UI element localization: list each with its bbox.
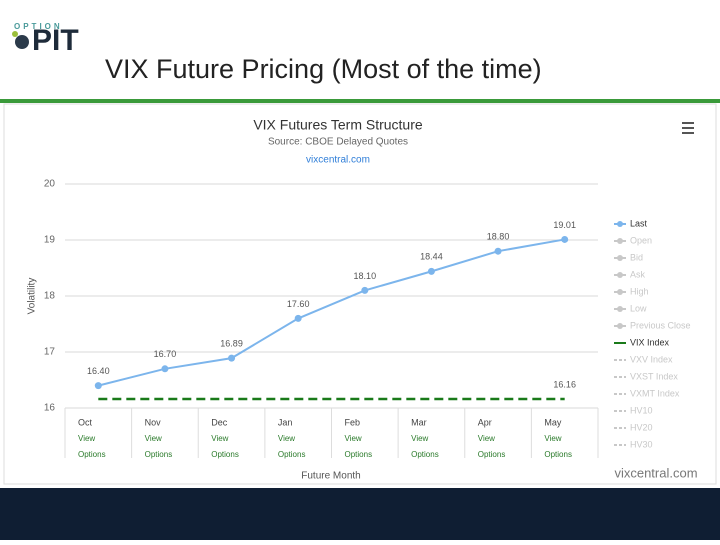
legend-label[interactable]: VIX Index	[630, 337, 670, 347]
x-tick-label: Mar	[411, 417, 427, 427]
legend-label[interactable]: Last	[630, 218, 648, 228]
data-label: 17.60	[287, 299, 310, 309]
data-label: 18.44	[420, 252, 443, 262]
data-label: 18.10	[354, 271, 377, 281]
series-line	[98, 238, 565, 387]
legend-marker	[617, 289, 623, 295]
view-options-link: Options	[544, 450, 572, 459]
view-options-link: Options	[278, 450, 306, 459]
y-axis-title: Volatility	[27, 278, 38, 315]
x-tick-label: Feb	[345, 417, 361, 427]
slide-title: VIX Future Pricing (Most of the time)	[105, 54, 542, 84]
view-options-link: View	[78, 434, 95, 443]
point	[561, 235, 569, 243]
legend-label[interactable]: VXV Index	[630, 354, 673, 364]
legend-label[interactable]: Low	[630, 303, 647, 313]
legend-label[interactable]: VXST Index	[630, 371, 678, 381]
view-options-link: View	[211, 434, 228, 443]
legend-label[interactable]: HV30	[630, 439, 653, 449]
view-options-link: Options	[345, 450, 373, 459]
data-label: 16.89	[220, 339, 243, 349]
point	[161, 365, 169, 373]
chart-panel	[3, 103, 717, 485]
data-label: 16.70	[154, 349, 177, 359]
legend-label[interactable]: HV10	[630, 405, 653, 415]
y-tick-label: 19	[44, 235, 56, 246]
legend-label[interactable]: Open	[630, 235, 652, 245]
logo-main: PIT	[32, 24, 79, 57]
point	[228, 354, 236, 362]
legend-label[interactable]: HV20	[630, 422, 653, 432]
point	[94, 382, 102, 390]
watermark: vixcentral.com	[614, 465, 697, 480]
view-options-link: View	[478, 434, 495, 443]
legend-label[interactable]: Previous Close	[630, 320, 691, 330]
view-options-link: Options	[78, 450, 106, 459]
legend-label[interactable]: VXMT Index	[630, 388, 680, 398]
y-tick-label: 17	[44, 347, 56, 358]
legend-marker	[617, 306, 623, 312]
x-tick-label: May	[544, 417, 562, 427]
legend-label[interactable]: Bid	[630, 252, 643, 262]
x-axis-title: Future Month	[301, 471, 360, 482]
logo-dot-accent	[12, 31, 18, 37]
x-tick-label: Oct	[78, 417, 93, 427]
point	[494, 247, 502, 255]
view-options-link: View	[345, 434, 362, 443]
logo-dot	[15, 35, 29, 49]
footer-band	[0, 488, 720, 540]
point	[361, 286, 369, 294]
chart-title: VIX Futures Term Structure	[253, 117, 423, 133]
x-tick-label: Nov	[145, 417, 162, 427]
menu-icon[interactable]	[682, 122, 694, 134]
data-label: 16.40	[87, 366, 110, 376]
legend-marker	[617, 255, 623, 261]
data-label: 18.80	[487, 232, 510, 242]
y-tick-label: 18	[44, 291, 56, 302]
data-label: 16.16	[553, 379, 576, 389]
data-label: 19.01	[553, 220, 576, 230]
point	[294, 314, 302, 322]
menu-bar	[682, 132, 694, 134]
legend-marker	[617, 323, 623, 329]
x-tick-label: Dec	[211, 417, 228, 427]
y-tick-label: 20	[44, 179, 56, 190]
view-options-link: View	[145, 434, 162, 443]
view-options-link: Options	[411, 450, 439, 459]
legend-marker	[617, 221, 623, 227]
x-tick-label: Jan	[278, 417, 293, 427]
view-options-link: Options	[145, 450, 173, 459]
menu-bar	[682, 127, 694, 129]
chart-link[interactable]: vixcentral.com	[306, 155, 370, 166]
y-tick-label: 16	[44, 403, 56, 414]
view-options-link: View	[278, 434, 295, 443]
logo-top: OPTION	[14, 22, 63, 31]
view-options-link: View	[544, 434, 561, 443]
x-tick-label: Apr	[478, 417, 492, 427]
title-rule	[0, 99, 720, 103]
point	[427, 267, 435, 275]
menu-bar	[682, 122, 694, 124]
legend-label[interactable]: High	[630, 286, 649, 296]
legend-marker	[617, 272, 623, 278]
view-options-link: Options	[211, 450, 239, 459]
view-options-link: Options	[478, 450, 506, 459]
legend-label[interactable]: Ask	[630, 269, 646, 279]
legend-marker	[617, 238, 623, 244]
view-options-link: View	[411, 434, 428, 443]
chart-subtitle: Source: CBOE Delayed Quotes	[268, 137, 408, 148]
